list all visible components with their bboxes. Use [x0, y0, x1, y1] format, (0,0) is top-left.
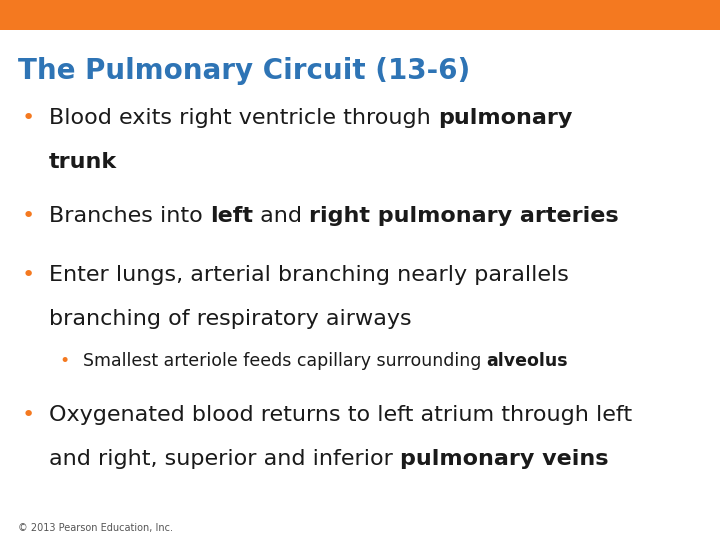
Text: and right, superior and inferior: and right, superior and inferior	[49, 449, 400, 469]
Text: •: •	[22, 108, 35, 128]
Text: pulmonary veins: pulmonary veins	[400, 449, 608, 469]
Text: and: and	[253, 206, 309, 226]
Text: •: •	[22, 265, 35, 285]
Text: The Pulmonary Circuit (13-6): The Pulmonary Circuit (13-6)	[18, 57, 470, 85]
Text: •: •	[22, 206, 35, 226]
Bar	[0, 0, 720, 30]
Text: right pulmonary arteries: right pulmonary arteries	[309, 206, 618, 226]
Text: pulmonary: pulmonary	[438, 108, 572, 128]
Text: © 2013 Pearson Education, Inc.: © 2013 Pearson Education, Inc.	[18, 523, 173, 533]
Text: •: •	[59, 352, 69, 370]
Text: •: •	[22, 405, 35, 425]
Text: Branches into: Branches into	[49, 206, 210, 226]
Text: alveolus: alveolus	[487, 352, 568, 370]
Text: trunk: trunk	[49, 152, 117, 172]
Text: Oxygenated blood returns to left atrium through left: Oxygenated blood returns to left atrium …	[49, 405, 632, 425]
Text: branching of respiratory airways: branching of respiratory airways	[49, 309, 412, 329]
Text: Blood exits right ventricle through: Blood exits right ventricle through	[49, 108, 438, 128]
Text: left: left	[210, 206, 253, 226]
Text: Smallest arteriole feeds capillary surrounding: Smallest arteriole feeds capillary surro…	[83, 352, 487, 370]
Text: Enter lungs, arterial branching nearly parallels: Enter lungs, arterial branching nearly p…	[49, 265, 569, 285]
